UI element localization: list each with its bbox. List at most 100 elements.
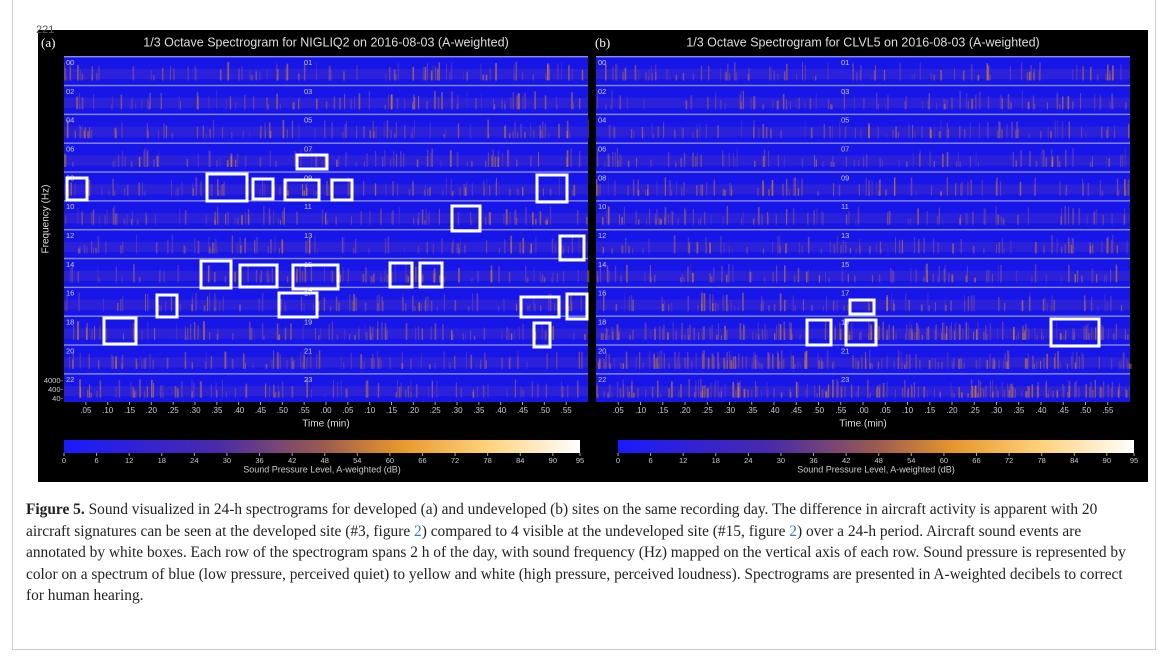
noise-streak bbox=[926, 211, 928, 225]
noise-streak bbox=[270, 239, 272, 254]
noise-streak bbox=[1037, 382, 1039, 398]
noise-streak bbox=[584, 333, 586, 341]
noise-streak bbox=[703, 293, 706, 312]
x-tick-label: .20 bbox=[946, 406, 958, 415]
noise-streak bbox=[346, 388, 348, 398]
noise-streak bbox=[95, 247, 97, 254]
noise-streak bbox=[877, 104, 879, 110]
noise-streak bbox=[406, 273, 408, 283]
row-label: 13 bbox=[304, 231, 312, 240]
noise-streak bbox=[1053, 299, 1056, 312]
row-band bbox=[64, 68, 588, 80]
noise-streak bbox=[776, 266, 778, 283]
noise-streak bbox=[794, 177, 796, 196]
noise-streak bbox=[136, 362, 139, 369]
noise-streak bbox=[116, 213, 118, 225]
row-band bbox=[64, 386, 588, 397]
noise-streak bbox=[123, 218, 126, 225]
noise-streak bbox=[527, 305, 529, 312]
noise-streak bbox=[695, 380, 697, 398]
noise-streak bbox=[518, 93, 520, 110]
noise-streak bbox=[248, 321, 251, 341]
noise-streak bbox=[637, 190, 640, 196]
noise-streak bbox=[70, 182, 72, 196]
noise-streak bbox=[282, 210, 284, 225]
noise-streak bbox=[244, 94, 246, 110]
figure-ref[interactable]: 2 bbox=[789, 522, 797, 540]
noise-streak bbox=[905, 95, 907, 110]
noise-streak bbox=[596, 384, 598, 398]
noise-streak bbox=[696, 123, 698, 139]
noise-streak bbox=[736, 148, 738, 168]
noise-streak bbox=[852, 355, 854, 369]
noise-streak bbox=[399, 151, 402, 168]
noise-streak bbox=[609, 363, 612, 369]
noise-streak bbox=[943, 268, 945, 283]
noise-streak bbox=[539, 271, 541, 283]
noise-streak bbox=[678, 351, 680, 369]
noise-streak bbox=[805, 350, 807, 369]
noise-streak bbox=[696, 185, 698, 196]
noise-streak bbox=[244, 156, 246, 168]
noise-streak bbox=[305, 240, 307, 254]
noise-streak bbox=[453, 355, 456, 369]
noise-streak bbox=[1067, 96, 1070, 110]
noise-streak bbox=[443, 133, 445, 139]
colorbar-tick-label: 66 bbox=[418, 456, 426, 465]
noise-streak bbox=[929, 151, 931, 168]
figure-ref[interactable]: 2 bbox=[414, 522, 422, 540]
noise-streak bbox=[1026, 358, 1028, 369]
noise-streak bbox=[681, 187, 683, 196]
row-label: 11 bbox=[304, 202, 312, 211]
noise-streak bbox=[433, 273, 436, 283]
noise-streak bbox=[798, 242, 800, 254]
noise-streak bbox=[786, 178, 788, 196]
noise-streak bbox=[99, 324, 101, 341]
noise-streak bbox=[834, 325, 837, 341]
noise-streak bbox=[383, 276, 386, 283]
noise-streak bbox=[958, 387, 961, 398]
noise-streak bbox=[660, 219, 662, 225]
noise-streak bbox=[1074, 274, 1077, 283]
noise-streak bbox=[673, 235, 676, 254]
noise-streak bbox=[160, 305, 162, 312]
row-label: 14 bbox=[66, 260, 74, 269]
noise-streak bbox=[277, 69, 279, 81]
noise-streak bbox=[102, 298, 104, 312]
noise-streak bbox=[121, 122, 123, 139]
noise-streak bbox=[714, 355, 716, 369]
noise-streak bbox=[117, 155, 120, 168]
noise-streak bbox=[170, 180, 172, 196]
noise-streak bbox=[231, 158, 233, 168]
noise-streak bbox=[314, 236, 316, 254]
noise-streak bbox=[723, 357, 725, 369]
noise-streak bbox=[794, 363, 797, 369]
noise-streak bbox=[1036, 361, 1037, 369]
noise-streak bbox=[902, 388, 904, 398]
noise-streak bbox=[470, 354, 473, 369]
noise-streak bbox=[887, 95, 889, 110]
noise-streak bbox=[336, 159, 338, 168]
noise-streak bbox=[1123, 215, 1125, 225]
noise-streak bbox=[1122, 352, 1125, 369]
noise-streak bbox=[886, 133, 888, 139]
noise-streak bbox=[1001, 381, 1003, 398]
noise-streak bbox=[84, 127, 87, 139]
noise-streak bbox=[622, 363, 625, 369]
noise-streak bbox=[734, 383, 736, 398]
noise-streak bbox=[602, 295, 605, 312]
noise-streak bbox=[539, 211, 542, 225]
panel-title: 1/3 Octave Spectrogram for CLVL5 on 2016… bbox=[686, 35, 1039, 49]
noise-streak bbox=[637, 387, 639, 398]
noise-streak bbox=[989, 353, 991, 369]
noise-streak bbox=[133, 328, 135, 341]
noise-streak bbox=[917, 325, 919, 341]
noise-streak bbox=[625, 351, 628, 369]
noise-streak bbox=[944, 299, 946, 312]
noise-streak bbox=[253, 95, 255, 110]
noise-streak bbox=[1024, 358, 1027, 369]
noise-streak bbox=[487, 152, 489, 168]
noise-streak bbox=[1028, 328, 1030, 341]
noise-streak bbox=[606, 328, 608, 341]
noise-streak bbox=[826, 350, 829, 369]
